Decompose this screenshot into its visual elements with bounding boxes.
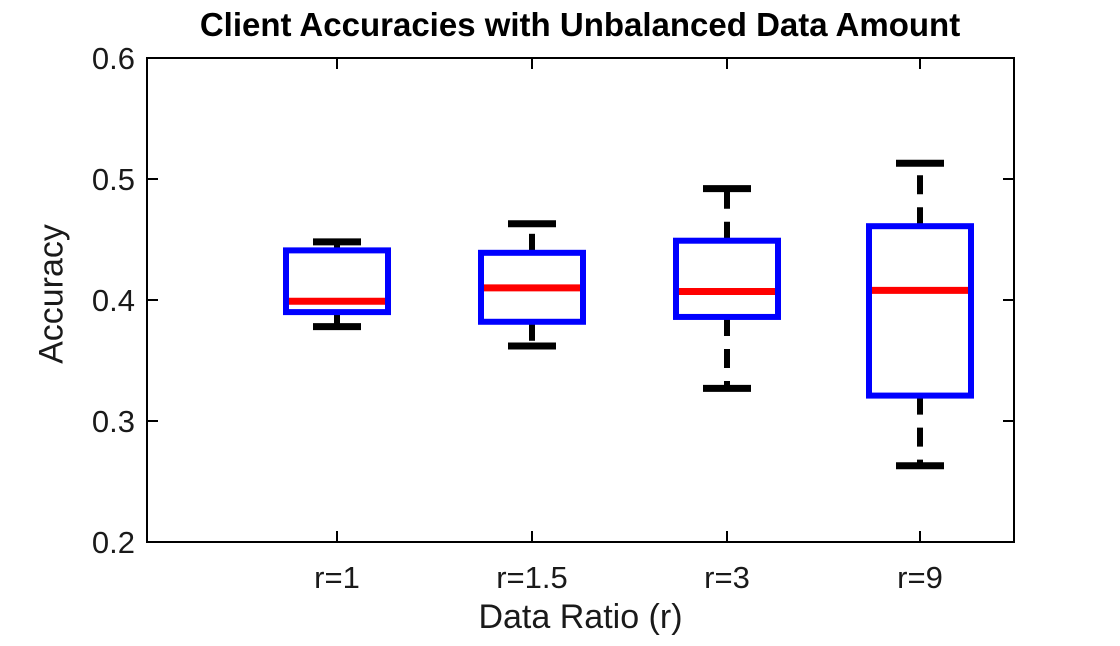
x-tick-label: r=3	[704, 560, 750, 595]
x-tick-label: r=9	[897, 560, 943, 595]
x-tick-label: r=1.5	[496, 560, 568, 595]
y-tick-label: 0.3	[92, 404, 135, 439]
x-tick-label: r=1	[314, 560, 360, 595]
y-axis-label: Accuracy	[32, 224, 71, 364]
iqr-box	[866, 223, 974, 399]
y-tick-label: 0.5	[92, 162, 135, 197]
iqr-box	[673, 237, 781, 320]
chart-title: Client Accuracies with Unbalanced Data A…	[199, 6, 961, 43]
y-tick-label: 0.4	[92, 283, 135, 318]
y-tick-label: 0.2	[92, 525, 135, 560]
x-axis-label: Data Ratio (r)	[478, 598, 683, 636]
y-tick-label: 0.6	[92, 41, 135, 76]
